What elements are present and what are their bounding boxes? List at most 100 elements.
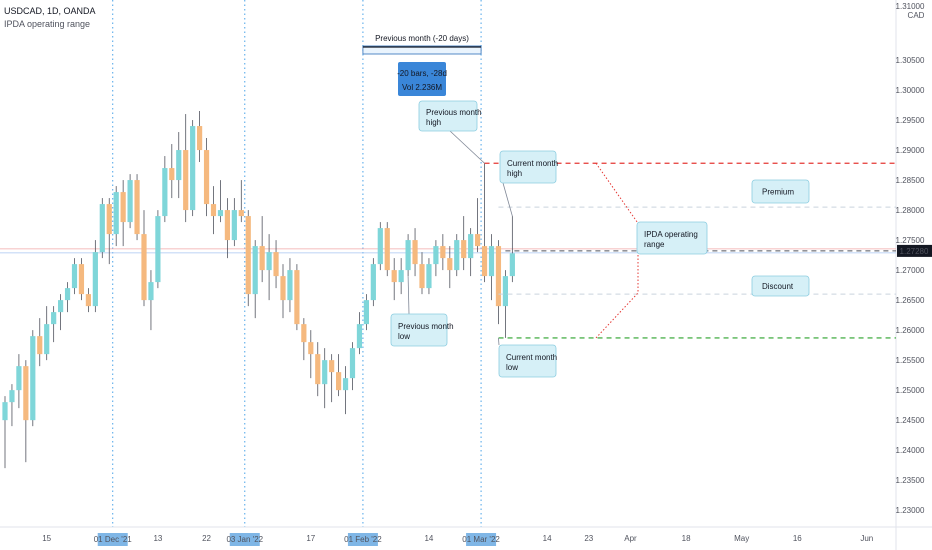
candle-body xyxy=(183,150,189,211)
candle-body xyxy=(176,150,182,181)
candle-body xyxy=(259,246,265,271)
date-badge-text: 01 Dec '21 xyxy=(94,535,133,544)
candle-body xyxy=(113,192,119,235)
candle-body xyxy=(238,210,244,217)
y-tick-label: 1.30000 xyxy=(896,86,925,95)
candle-body xyxy=(280,276,286,301)
candle-body xyxy=(71,264,78,289)
candle-body xyxy=(342,378,349,391)
candle-body xyxy=(336,372,342,391)
y-tick-label: 1.26500 xyxy=(896,296,925,305)
y-tick-label: 1.28000 xyxy=(896,206,925,215)
previous-month-high-callout-pointer xyxy=(449,130,485,164)
candle-body xyxy=(356,324,363,349)
y-tick-label: 1.27500 xyxy=(896,236,925,245)
candle-body xyxy=(190,126,196,211)
candle-body xyxy=(461,240,467,259)
candle-body xyxy=(245,216,251,295)
candle-body xyxy=(44,324,50,355)
candle-body xyxy=(99,204,105,253)
candle-body xyxy=(308,342,314,355)
candle-body xyxy=(155,216,161,283)
current-month-high-callout-line2: high xyxy=(507,169,522,178)
candle-body xyxy=(78,264,85,295)
current-month-low-callout-pointer xyxy=(498,337,500,346)
y-tick-label: 1.29000 xyxy=(896,146,925,155)
y-tick-label: 1.24000 xyxy=(896,446,925,455)
date-badge xyxy=(229,533,260,546)
candle-body xyxy=(106,204,112,235)
y-tick-label: 1.30500 xyxy=(896,56,925,65)
measure-tooltip xyxy=(398,62,446,96)
candle-body xyxy=(9,390,15,403)
y-tick-label: 1.28500 xyxy=(896,176,925,185)
candle-body xyxy=(405,240,411,271)
y-tick-label: 1.29500 xyxy=(896,116,925,125)
x-tick-label: 18 xyxy=(682,534,691,543)
candle-body xyxy=(120,192,126,223)
x-tick-label: Jun xyxy=(860,534,873,543)
candle-body xyxy=(454,240,460,271)
date-badge-text: 01 Mar '22 xyxy=(462,535,500,544)
candle-body xyxy=(203,150,210,205)
x-tick-label: 14 xyxy=(543,534,552,543)
candle-body xyxy=(252,246,258,295)
candle-body xyxy=(384,228,390,271)
candle-body xyxy=(294,270,300,325)
candle-body xyxy=(2,402,8,421)
candle-body xyxy=(134,180,140,235)
y-tick-label: 1.27000 xyxy=(896,266,925,275)
premium-callout-text: Premium xyxy=(762,188,794,197)
previous-month-high-callout-box xyxy=(418,100,478,132)
candle-body xyxy=(481,246,488,277)
date-badge xyxy=(97,533,128,546)
current-price-badge xyxy=(897,244,932,257)
candle-body xyxy=(377,228,383,265)
candle-body xyxy=(509,253,515,277)
x-tick-label: 22 xyxy=(202,534,211,543)
previous-month-low-callout-line1: Previous month xyxy=(398,322,454,331)
y-tick-label: 1.24500 xyxy=(896,416,925,425)
y-axis-top-label: 1.31000 xyxy=(896,2,925,11)
candle-body xyxy=(217,210,224,217)
candle-body xyxy=(210,204,217,217)
y-tick-label: 1.23000 xyxy=(896,506,925,515)
candle-body xyxy=(495,246,502,307)
candle-body xyxy=(475,234,481,247)
x-tick-label: May xyxy=(734,534,749,543)
candle-body xyxy=(197,126,203,151)
y-tick-label: 1.26000 xyxy=(896,326,925,335)
measure-volume-text: Vol 2.236M xyxy=(402,83,442,92)
previous-month-low-callout-line2: low xyxy=(398,332,410,341)
candle-body xyxy=(266,252,272,271)
candle-body xyxy=(301,324,307,343)
previous-month-range-label: Previous month (-20 days) xyxy=(375,34,469,43)
candle-body xyxy=(349,348,356,379)
candle-body xyxy=(322,360,328,385)
candle-body xyxy=(224,210,230,241)
discount-callout-text: Discount xyxy=(762,282,794,291)
discount-callout-box xyxy=(751,275,810,297)
date-badge xyxy=(466,533,497,546)
x-tick-label: 23 xyxy=(584,534,593,543)
candle-body xyxy=(141,234,147,301)
y-tick-label: 1.25500 xyxy=(896,356,925,365)
previous-month-low-callout-box xyxy=(390,313,448,347)
x-tick-label: 15 xyxy=(42,534,51,543)
x-tick-label: 14 xyxy=(424,534,433,543)
candle-body xyxy=(287,270,293,301)
current-price-text: 1.27280 xyxy=(900,247,929,256)
current-month-high-callout-box xyxy=(499,150,557,184)
previous-month-low-callout-pointer xyxy=(407,276,410,315)
candle-body xyxy=(447,258,453,271)
candle-body xyxy=(169,168,175,181)
candle-body xyxy=(127,180,133,223)
candle-body xyxy=(64,288,71,301)
measure-bars-text: -20 bars, -28d xyxy=(397,69,447,78)
candle-body xyxy=(391,270,397,283)
x-tick-label: 16 xyxy=(793,534,802,543)
current-month-low-callout-box xyxy=(498,344,557,378)
symbol-title: USDCAD, 1D, OANDA xyxy=(4,6,96,16)
candle-body xyxy=(468,234,474,259)
